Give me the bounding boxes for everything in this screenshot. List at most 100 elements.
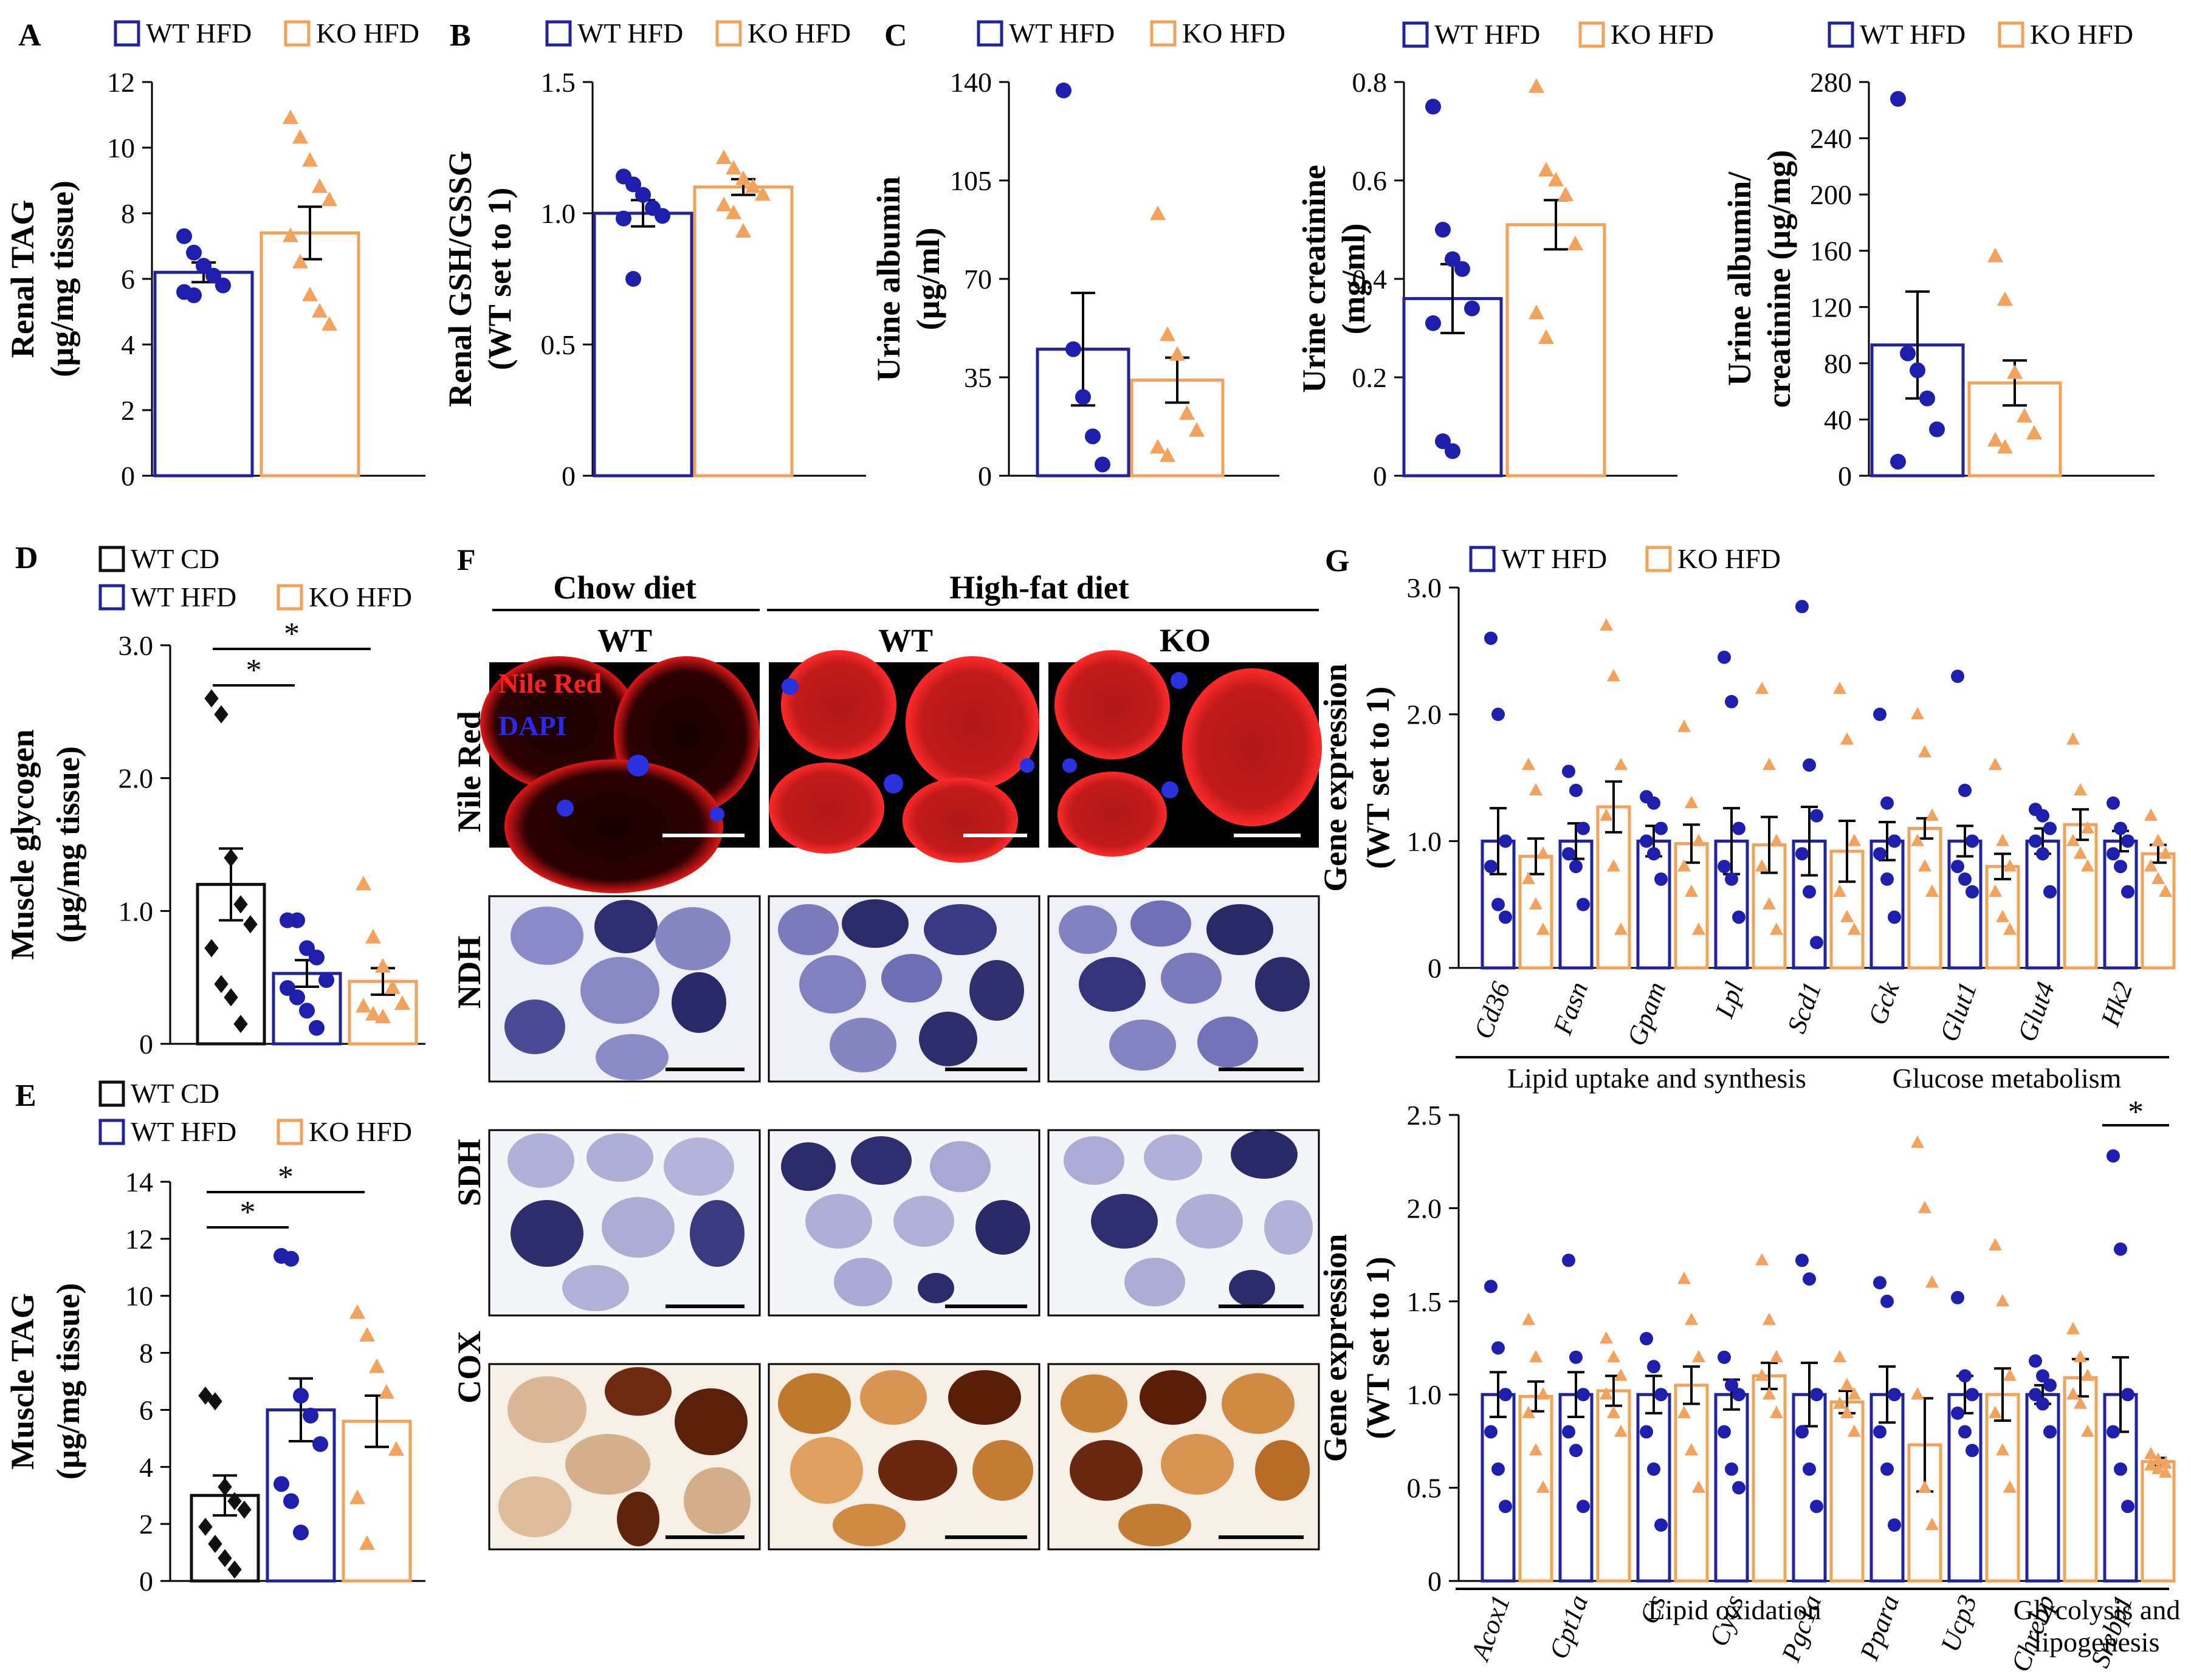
data-point [205, 267, 221, 284]
data-point [2043, 885, 2057, 899]
data-point [233, 895, 248, 914]
row-label-sdh: SDH [451, 1139, 487, 1206]
data-point [1567, 236, 1583, 251]
data-point [1435, 222, 1451, 238]
data-point [1577, 1388, 1590, 1402]
data-point [1770, 1405, 1783, 1419]
legend-label-wt_hfd: WT HFD [1860, 19, 1966, 50]
data-point [1987, 247, 2003, 262]
data-point [2114, 860, 2127, 874]
data-point [1640, 1332, 1653, 1346]
data-point [214, 975, 229, 993]
data-point [1491, 707, 1505, 721]
data-point [1810, 936, 1823, 950]
data-point [1600, 1387, 1613, 1400]
data-point [2159, 846, 2172, 859]
significance-star: * [284, 617, 300, 651]
data-point [215, 277, 231, 293]
panel-label-b: B [450, 18, 471, 53]
legend-label-wt_hfd: WT HFD [577, 18, 683, 49]
panel-label-f: F [457, 543, 476, 577]
bar-ko_hfd [1505, 223, 1606, 478]
cox-wt-chow-image [488, 1363, 761, 1551]
data-point [1522, 1405, 1535, 1419]
data-point [1718, 860, 1731, 874]
bar [1947, 839, 1983, 970]
data-point [2121, 1388, 2134, 1402]
data-point [1833, 1396, 1846, 1409]
data-point [289, 912, 305, 928]
data-point [1718, 1350, 1731, 1364]
data-point [1499, 910, 1512, 924]
data-point [2066, 732, 2080, 745]
bar [2063, 1376, 2098, 1583]
data-point [283, 227, 298, 242]
data-point [755, 186, 771, 201]
data-point [1873, 847, 1887, 861]
data-point [2144, 859, 2158, 872]
legend-swatch-ko_hfd [1998, 21, 2024, 48]
y-axis-label: Urine creatinine [1296, 165, 1332, 393]
data-point [227, 1560, 242, 1579]
y-axis-label: Muscle TAG [4, 1293, 41, 1470]
data-point [1951, 860, 1964, 874]
nile-red-wt-chow-image: Nile Red DAPI [480, 656, 760, 893]
legend-swatch-wt_hfd [98, 1119, 125, 1145]
data-point [1803, 885, 1816, 899]
y-tick-label: 1.5 [541, 67, 576, 98]
data-point [198, 1517, 213, 1536]
x-tick-label: Ppara [1854, 1591, 1905, 1665]
sdh-wt-chow-image [488, 1129, 761, 1317]
data-point [2107, 1149, 2120, 1163]
data-point [356, 998, 371, 1013]
y-tick-label: 140 [950, 67, 992, 98]
x-tick-label: Ucp3 [1935, 1591, 1983, 1656]
data-point [1989, 1405, 2002, 1419]
data-point [1085, 428, 1101, 445]
data-point [2151, 871, 2165, 885]
y-tick-label: 0.2 [1352, 362, 1388, 393]
y-tick-label: 2.0 [1407, 1193, 1442, 1224]
panel-label-e: E [15, 1078, 36, 1113]
y-axis-label: (µg/mg tissue) [44, 180, 80, 377]
data-point [2081, 1368, 2094, 1381]
y-tick-label: 0 [1373, 461, 1387, 492]
data-point [198, 1387, 213, 1405]
y-axis-label: Gene expression [1317, 663, 1353, 892]
data-point [303, 1407, 318, 1424]
data-point [2003, 922, 2017, 935]
chart-c3: WT HFD KO HFD Urine albumin/creatinine (µg… [1721, 19, 2155, 492]
data-point [1614, 922, 1628, 935]
data-point [1918, 859, 1931, 872]
data-point [1911, 707, 1924, 719]
data-point [1951, 1406, 1964, 1420]
data-point [1685, 795, 1698, 808]
data-point [1536, 922, 1550, 935]
data-point [2121, 885, 2134, 899]
data-point [1614, 1424, 1628, 1437]
y-tick-label: 280 [1810, 67, 1852, 98]
data-point [1569, 1350, 1583, 1364]
data-point [1484, 1425, 1498, 1439]
data-point [2159, 1456, 2172, 1469]
data-point [1966, 834, 1979, 848]
data-point [237, 1500, 252, 1519]
data-point [283, 1493, 299, 1509]
data-point [1929, 421, 1945, 437]
data-point [394, 995, 410, 1010]
data-point [1056, 82, 1071, 98]
data-point [2036, 1397, 2049, 1411]
group-label: Glycolysis and [2014, 1594, 2181, 1625]
data-point [1848, 1424, 1861, 1437]
data-point [1795, 600, 1809, 614]
y-tick-label: 2.5 [1407, 1100, 1442, 1131]
y-axis-label: Gene expression [1317, 1234, 1353, 1462]
data-point [735, 222, 751, 238]
nile-red-stain-label: Nile Red [498, 668, 602, 699]
data-point [2074, 1396, 2087, 1409]
dapi-stain-label: DAPI [498, 710, 566, 741]
bar-wt_hfd [593, 211, 693, 478]
data-point [1718, 1425, 1731, 1439]
data-point [1996, 910, 2009, 922]
